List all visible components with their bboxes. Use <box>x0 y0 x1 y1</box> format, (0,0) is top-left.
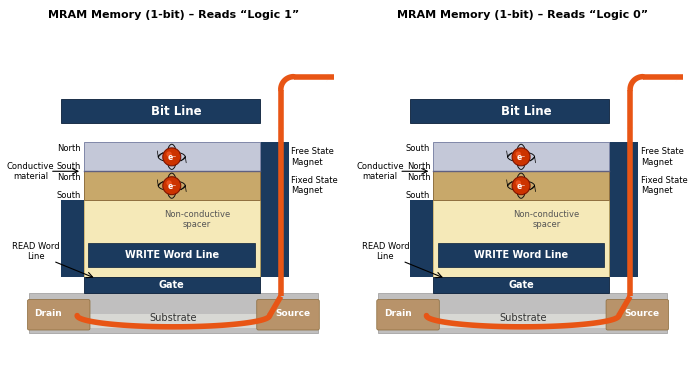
Text: Free State
Magnet: Free State Magnet <box>291 147 335 166</box>
Text: North: North <box>57 144 81 153</box>
Text: Source: Source <box>275 310 310 319</box>
Bar <box>83 171 260 200</box>
Bar <box>379 293 667 333</box>
FancyBboxPatch shape <box>257 300 319 330</box>
Bar <box>88 314 258 328</box>
Circle shape <box>163 148 181 166</box>
Text: Drain: Drain <box>34 310 62 319</box>
Text: North: North <box>407 173 430 181</box>
Text: South: South <box>57 191 81 200</box>
Text: South: South <box>406 191 430 200</box>
Text: WRITE Word Line: WRITE Word Line <box>125 250 219 261</box>
Text: Bit Line: Bit Line <box>500 105 551 118</box>
Text: WRITE Word Line: WRITE Word Line <box>474 250 568 261</box>
FancyBboxPatch shape <box>377 300 440 330</box>
Title: MRAM Memory (1-bit) – Reads “Logic 0”: MRAM Memory (1-bit) – Reads “Logic 0” <box>397 10 648 20</box>
Text: Fixed State
Magnet: Fixed State Magnet <box>640 176 687 195</box>
Circle shape <box>167 180 172 186</box>
Text: e⁻: e⁻ <box>517 181 526 191</box>
Bar <box>433 200 609 277</box>
Bar <box>433 142 609 171</box>
Circle shape <box>512 148 530 166</box>
Text: Fixed State
Magnet: Fixed State Magnet <box>291 176 338 195</box>
Bar <box>609 171 638 200</box>
Bar <box>61 99 260 123</box>
FancyBboxPatch shape <box>606 300 668 330</box>
Bar <box>438 243 605 268</box>
Bar <box>29 293 318 333</box>
Bar <box>61 200 83 277</box>
Text: Gate: Gate <box>159 280 185 290</box>
Bar <box>83 200 260 277</box>
Text: Non-conductive
spacer: Non-conductive spacer <box>164 210 230 229</box>
Text: Free State
Magnet: Free State Magnet <box>640 147 684 166</box>
Title: MRAM Memory (1-bit) – Reads “Logic 1”: MRAM Memory (1-bit) – Reads “Logic 1” <box>48 10 299 20</box>
Text: Substrate: Substrate <box>499 313 547 323</box>
Text: North: North <box>57 173 81 181</box>
Text: e⁻: e⁻ <box>167 153 176 162</box>
Bar <box>609 142 638 171</box>
Text: Bit Line: Bit Line <box>151 105 202 118</box>
Bar <box>88 243 255 268</box>
Bar <box>438 314 608 328</box>
Bar <box>410 200 433 277</box>
Text: READ Word
Line: READ Word Line <box>13 242 60 261</box>
Text: Source: Source <box>624 310 659 319</box>
Text: Conductive
material: Conductive material <box>356 162 404 181</box>
Circle shape <box>163 177 181 195</box>
Text: Non-conductive
spacer: Non-conductive spacer <box>513 210 580 229</box>
Text: South: South <box>57 162 81 171</box>
Text: e⁻: e⁻ <box>167 181 176 191</box>
Text: South: South <box>406 144 430 153</box>
Circle shape <box>516 180 521 186</box>
Text: Gate: Gate <box>508 280 534 290</box>
Bar <box>433 171 609 200</box>
Bar <box>433 277 609 293</box>
Bar <box>410 99 609 123</box>
Bar <box>260 171 289 200</box>
Bar <box>83 277 260 293</box>
Circle shape <box>516 151 521 157</box>
Text: Drain: Drain <box>384 310 412 319</box>
Bar <box>260 200 289 277</box>
Text: READ Word
Line: READ Word Line <box>362 242 410 261</box>
Bar <box>260 142 289 171</box>
Circle shape <box>167 151 172 157</box>
FancyBboxPatch shape <box>27 300 90 330</box>
Text: North: North <box>407 162 430 171</box>
Bar <box>83 142 260 171</box>
Circle shape <box>512 177 530 195</box>
Text: Conductive
material: Conductive material <box>7 162 55 181</box>
Text: e⁻: e⁻ <box>517 153 526 162</box>
Text: Substrate: Substrate <box>150 313 197 323</box>
Bar <box>609 200 638 277</box>
